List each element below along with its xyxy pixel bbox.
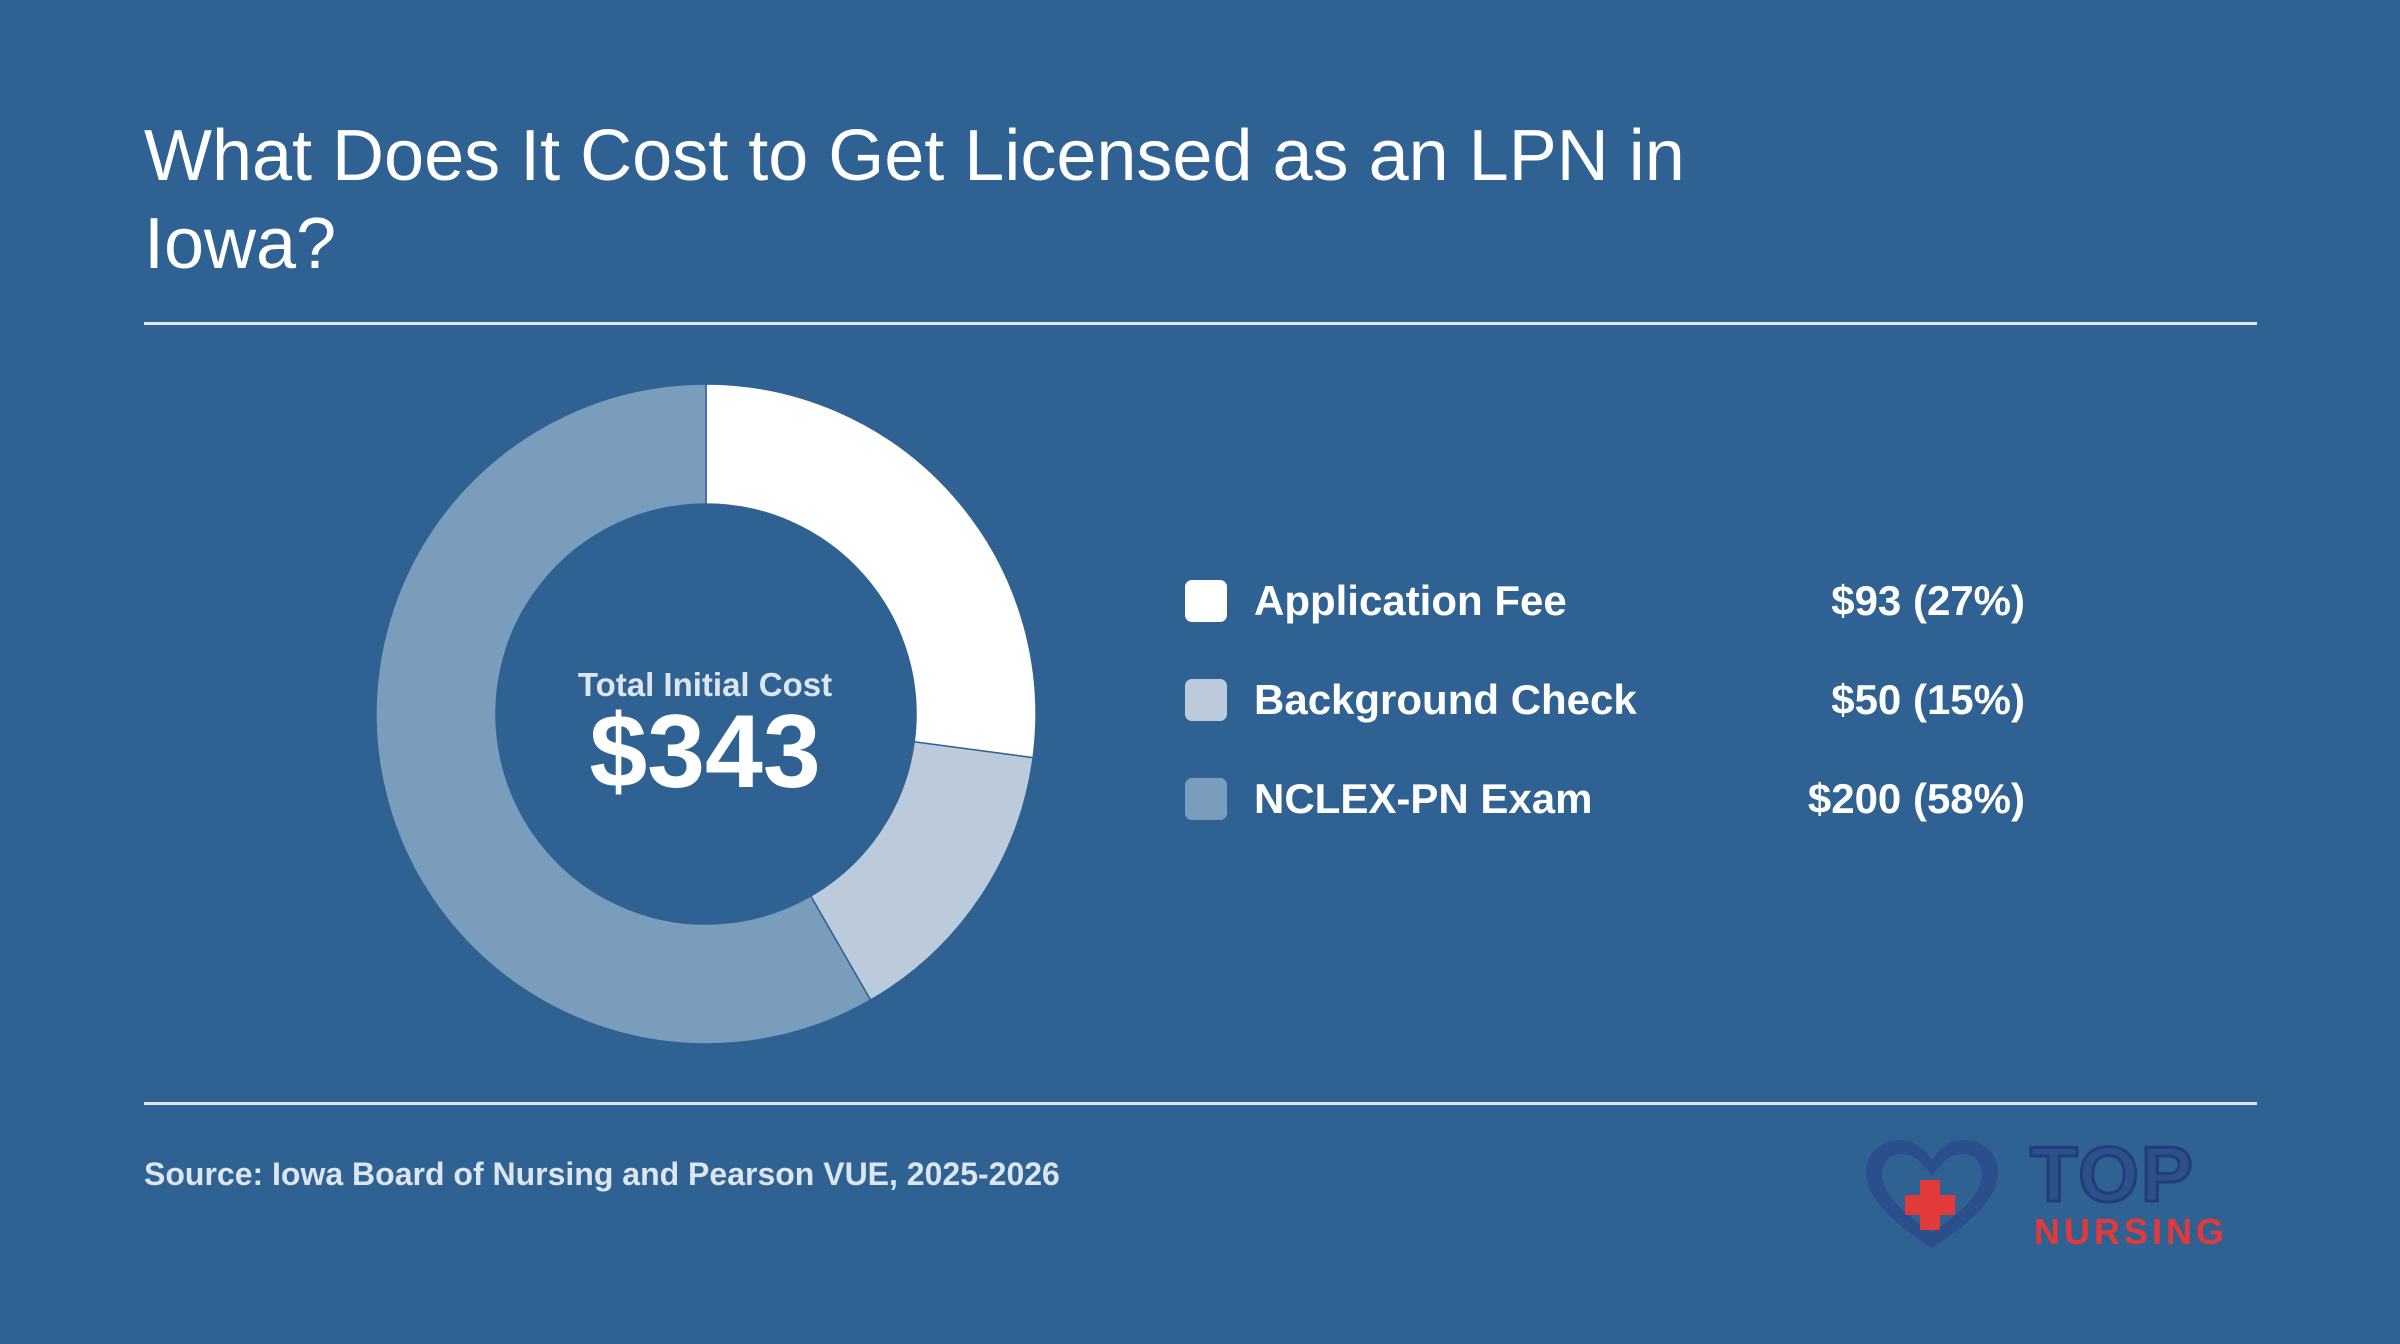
- legend-value: $200 (58%): [1807, 775, 2025, 822]
- donut-slice-application-fee: [705, 383, 1037, 759]
- chart-title: What Does It Cost to Get Licensed as an …: [144, 116, 1685, 284]
- center-caption: Total Initial Cost: [577, 666, 833, 703]
- legend-swatch: [1185, 778, 1227, 820]
- legend-label: Background Check: [1254, 676, 1637, 723]
- center-total-value: $343: [589, 694, 821, 810]
- legend-swatch: [1185, 580, 1227, 622]
- bottom-divider: [144, 1102, 2257, 1105]
- top-divider: [144, 322, 2257, 325]
- source-note: Source: Iowa Board of Nursing and Pearso…: [144, 1156, 1060, 1192]
- legend: Application Fee $93 (27%) Background Che…: [1185, 568, 2025, 865]
- top-nursing-logo: TOP NURSING: [1862, 1131, 2262, 1256]
- heart-cross-icon: [1866, 1140, 1998, 1248]
- legend-item-nclex-pn-exam: NCLEX-PN Exam $200 (58%): [1185, 766, 2025, 865]
- legend-value: $93 (27%): [1831, 577, 2025, 624]
- legend-item-application-fee: Application Fee $93 (27%): [1185, 568, 2025, 667]
- legend-item-background-check: Background Check $50 (15%): [1185, 667, 2025, 766]
- logo-word-top: TOP: [2029, 1130, 2195, 1218]
- legend-swatch: [1185, 679, 1227, 721]
- donut-chart: [375, 383, 1037, 1045]
- logo-word-nursing: NURSING: [2034, 1211, 2229, 1252]
- legend-value: $50 (15%): [1831, 676, 2025, 723]
- legend-label: Application Fee: [1254, 577, 1567, 624]
- donut-slice-nclex-pn-exam: [375, 383, 872, 1045]
- legend-label: NCLEX-PN Exam: [1254, 775, 1593, 822]
